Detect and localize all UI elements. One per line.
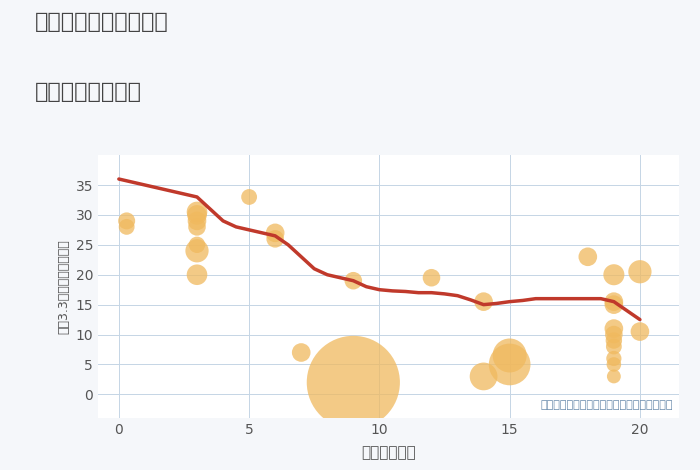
Point — [191, 217, 202, 225]
Point — [582, 253, 594, 260]
Point — [191, 211, 202, 219]
Point — [608, 301, 620, 308]
X-axis label: 駅距離（分）: 駅距離（分） — [361, 446, 416, 461]
Point — [504, 360, 515, 368]
Point — [270, 235, 281, 243]
Point — [608, 298, 620, 306]
Point — [608, 271, 620, 279]
Point — [191, 241, 202, 249]
Point — [634, 268, 645, 275]
Point — [348, 379, 359, 386]
Point — [608, 325, 620, 332]
Text: 駅距離別土地価格: 駅距離別土地価格 — [35, 82, 142, 102]
Point — [426, 274, 437, 282]
Point — [634, 328, 645, 335]
Point — [191, 247, 202, 255]
Point — [121, 217, 132, 225]
Point — [191, 223, 202, 231]
Y-axis label: 坪（3.3㎡）単価（万円）: 坪（3.3㎡）単価（万円） — [57, 239, 70, 334]
Point — [244, 193, 255, 201]
Point — [121, 223, 132, 231]
Text: 埼玉県東松山市元宿の: 埼玉県東松山市元宿の — [35, 12, 169, 32]
Point — [191, 208, 202, 216]
Point — [478, 373, 489, 380]
Point — [191, 271, 202, 279]
Point — [478, 298, 489, 306]
Point — [348, 277, 359, 284]
Point — [270, 229, 281, 236]
Point — [608, 373, 620, 380]
Point — [608, 337, 620, 345]
Point — [608, 355, 620, 362]
Point — [504, 352, 515, 359]
Point — [608, 360, 620, 368]
Text: 円の大きさは、取引のあった物件面積を示す: 円の大きさは、取引のあった物件面積を示す — [540, 400, 673, 410]
Point — [295, 349, 307, 356]
Point — [608, 331, 620, 338]
Point — [608, 343, 620, 350]
